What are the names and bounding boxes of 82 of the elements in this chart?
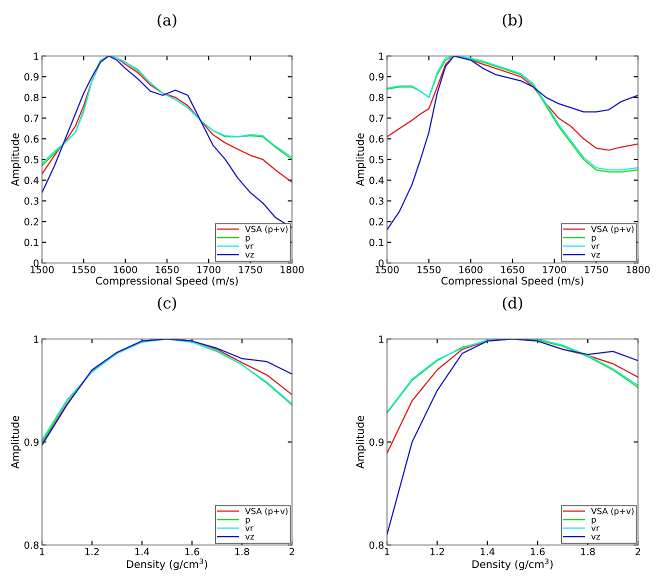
- y-tick-label: 1: [34, 336, 38, 343]
- y-tick-label: 0.9: [24, 438, 39, 446]
- legend-label: p: [246, 518, 250, 524]
- y-tick-label: 0.9: [369, 438, 384, 446]
- y-tick-label: 0.5: [369, 156, 384, 164]
- y-tick-label: 0.6: [24, 135, 39, 143]
- y-tick-label: 0.8: [24, 94, 39, 102]
- x-tick-label: 1800: [280, 266, 304, 274]
- x-tick-label: 1.4: [480, 548, 495, 556]
- y-tick-label: 0.1: [24, 238, 38, 246]
- legend-label: VSA (p+v): [245, 226, 288, 234]
- x-tick-label: 1.8: [581, 548, 595, 556]
- legend-label: p: [592, 518, 596, 524]
- legend-label: p: [592, 236, 596, 242]
- y-axis-title: Amplitude: [356, 133, 366, 186]
- x-tick-label: 1.4: [135, 548, 150, 556]
- y-tick-label: 0.9: [369, 73, 384, 81]
- y-axis-title: Amplitude: [10, 416, 21, 469]
- chart-title: (b): [502, 14, 522, 28]
- y-tick-label: 0.2: [24, 218, 38, 226]
- legend-label: VSA (p+v): [591, 508, 634, 516]
- x-tick-label: 1500: [376, 266, 399, 274]
- y-axis-title: Amplitude: [356, 416, 366, 469]
- y-tick-label: 0.4: [369, 176, 384, 184]
- chart-title: (c): [158, 296, 176, 311]
- legend-label: vz: [245, 252, 254, 258]
- x-tick-label: 1550: [418, 266, 441, 274]
- x-axis-title: Compressional Speed (m/s): [96, 276, 238, 287]
- y-tick-label: 0.8: [369, 94, 384, 102]
- y-tick-label: 0.6: [369, 135, 384, 143]
- y-tick-label: 0.8: [369, 541, 384, 549]
- x-tick-label: 1: [384, 548, 390, 556]
- x-tick-label: 1750: [239, 266, 262, 274]
- y-tick-label: 0: [34, 259, 39, 267]
- y-axis-title: Amplitude: [10, 133, 21, 186]
- y-tick-label: 0.3: [24, 197, 38, 205]
- y-tick-label: 0.4: [24, 176, 39, 184]
- y-tick-label: 1: [379, 52, 384, 60]
- y-tick-label: 0.7: [24, 114, 38, 122]
- x-tick-label: 1500: [30, 266, 54, 274]
- x-tick-label: 1.6: [530, 548, 545, 556]
- x-tick-label: 1600: [459, 266, 482, 274]
- legend-label: p: [246, 236, 250, 242]
- x-tick-label: 1: [40, 548, 44, 556]
- y-tick-label: 1: [34, 52, 38, 60]
- y-tick-label: 0.7: [369, 114, 384, 122]
- chart-title: (d): [502, 296, 522, 311]
- x-tick-label: 1650: [501, 266, 524, 274]
- legend-label: VSA (p+v): [591, 226, 634, 234]
- legend-label: vr: [591, 244, 600, 250]
- x-axis-title: Density (g/cm$^{3}$): [472, 558, 553, 570]
- x-axis-title: Compressional Speed (m/s): [441, 276, 584, 287]
- x-tick-label: 1.8: [235, 548, 250, 556]
- y-tick-label: 0.9: [24, 73, 39, 81]
- x-tick-label: 1550: [72, 266, 96, 274]
- y-tick-label: 0.2: [369, 218, 384, 226]
- chart-title: (a): [158, 14, 176, 28]
- legend-label: VSA (p+v): [245, 508, 288, 516]
- legend-label: vz: [591, 534, 600, 540]
- x-tick-label: 1800: [626, 266, 650, 274]
- legend-label: vr: [245, 526, 254, 532]
- x-tick-label: 1750: [584, 266, 608, 274]
- x-tick-label: 1650: [156, 266, 179, 274]
- y-tick-label: 1: [379, 336, 384, 343]
- x-tick-label: 2: [636, 548, 640, 556]
- x-tick-label: 1700: [197, 266, 220, 274]
- y-tick-label: 0.8: [24, 541, 39, 549]
- x-tick-label: 1600: [114, 266, 138, 274]
- legend-label: vr: [591, 526, 600, 532]
- legend-label: vr: [245, 244, 254, 250]
- x-tick-label: 1.2: [85, 548, 99, 556]
- legend-label: vz: [591, 252, 600, 258]
- y-tick-label: 0: [378, 259, 384, 267]
- x-tick-label: 1.2: [430, 548, 444, 556]
- y-tick-label: 0.1: [369, 238, 384, 246]
- x-tick-label: 1.6: [185, 548, 200, 556]
- y-tick-label: 0.3: [369, 197, 384, 205]
- legend-label: vz: [245, 534, 254, 540]
- x-axis-title: Density (g/cm$^{3}$): [126, 558, 208, 570]
- x-tick-label: 1700: [543, 266, 566, 274]
- y-tick-label: 0.5: [24, 156, 38, 164]
- x-tick-label: 2: [290, 548, 294, 556]
